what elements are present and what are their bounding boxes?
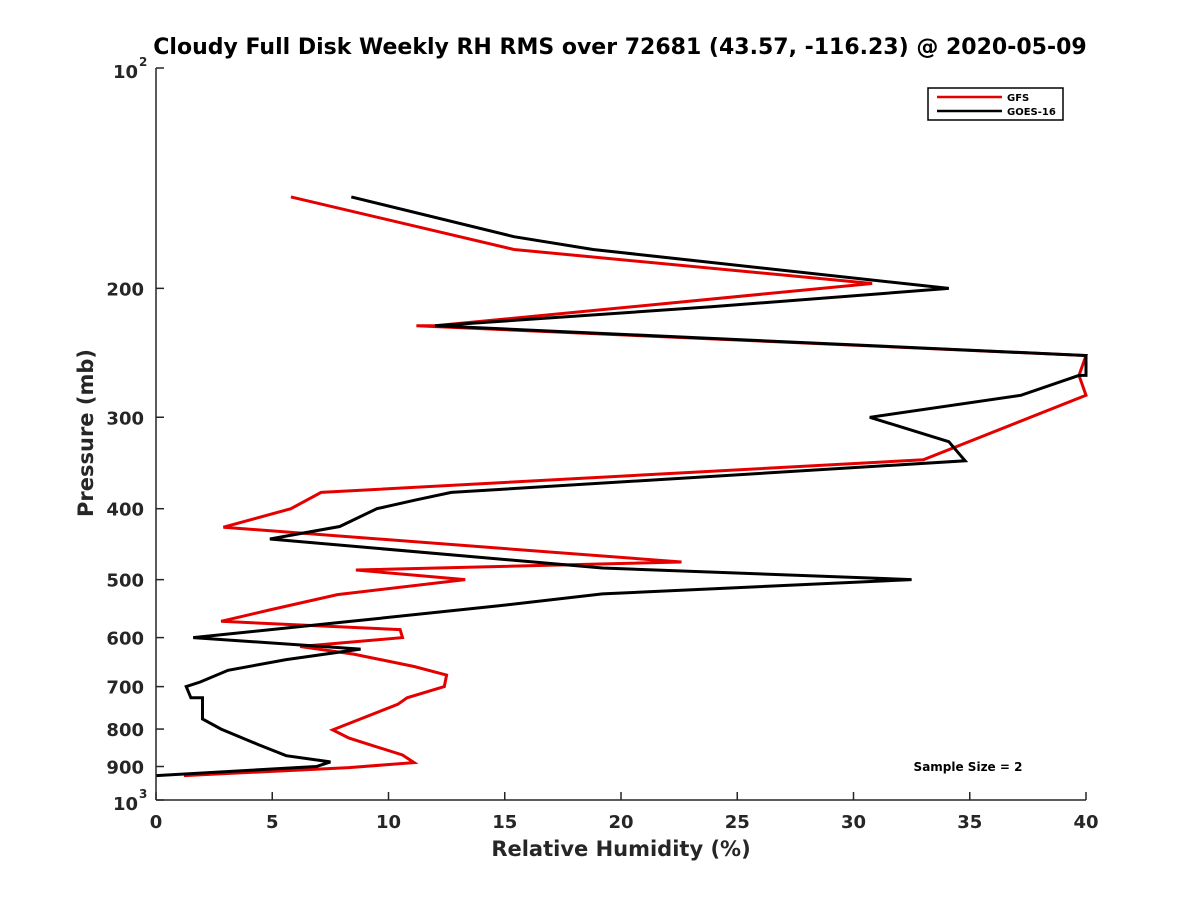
chart-title: Cloudy Full Disk Weekly RH RMS over 7268… bbox=[153, 35, 1086, 60]
y-tick-label: 800 bbox=[106, 720, 144, 741]
y-tick-label: 500 bbox=[106, 571, 144, 592]
series-line-goes16 bbox=[155, 195, 1088, 778]
legend-label-goes16: GOES-16 bbox=[1007, 107, 1056, 118]
y-tick-label: 600 bbox=[106, 629, 144, 650]
x-tick-label: 20 bbox=[608, 812, 633, 833]
y-tick-label: 300 bbox=[106, 408, 144, 429]
y-tick-label: 700 bbox=[106, 678, 144, 699]
y-tick-exponent: 2 bbox=[139, 55, 147, 69]
y-tick-label: 400 bbox=[106, 500, 144, 521]
y-tick-label: 10 bbox=[113, 62, 138, 83]
x-tick-label: 15 bbox=[492, 812, 517, 833]
y-axis-label: Pressure (mb) bbox=[74, 349, 98, 517]
x-tick-label: 0 bbox=[150, 812, 163, 833]
y-tick-exponent: 3 bbox=[139, 787, 147, 801]
y-tick-label: 200 bbox=[106, 279, 144, 300]
x-tick-label: 40 bbox=[1073, 812, 1098, 833]
series-line-gfs bbox=[183, 195, 1089, 778]
legend-box bbox=[927, 87, 1064, 121]
x-axis-ticks: 0 5 10 15 20 25 30 35 40 bbox=[150, 792, 1099, 833]
x-tick-label: 25 bbox=[725, 812, 750, 833]
y-tick-label: 900 bbox=[106, 758, 144, 779]
plot-background bbox=[156, 68, 1086, 800]
x-axis-label: Relative Humidity (%) bbox=[491, 837, 750, 861]
series-layer bbox=[155, 195, 1089, 778]
x-tick-label: 30 bbox=[841, 812, 866, 833]
legend: GFS GOES-16 bbox=[927, 87, 1064, 121]
y-tick-label: 10 bbox=[113, 794, 138, 815]
sample-size-annotation: Sample Size = 2 bbox=[914, 760, 1023, 774]
plot-area: 0 5 10 15 20 25 30 35 40 10 220030040050060070080… bbox=[106, 55, 1098, 833]
legend-label-gfs: GFS bbox=[1007, 93, 1029, 104]
x-tick-label: 10 bbox=[376, 812, 401, 833]
x-tick-label: 35 bbox=[957, 812, 982, 833]
x-tick-label: 5 bbox=[266, 812, 279, 833]
